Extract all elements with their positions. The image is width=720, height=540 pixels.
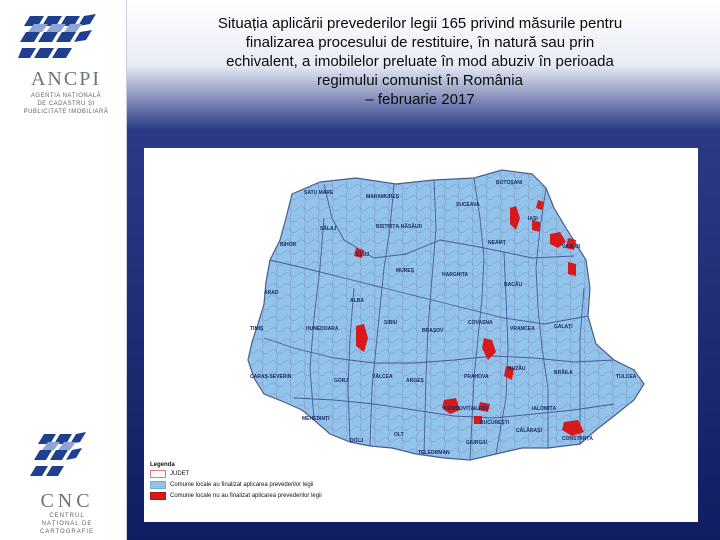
county-label: CĂLĂRAȘI <box>516 427 542 434</box>
unfinalized-area <box>568 262 576 276</box>
unfinalized-area <box>478 402 490 412</box>
legend-label: Comunie locale nu au finalizat aplicarea… <box>170 493 322 499</box>
county-label: OLT <box>394 432 404 438</box>
title-line: – februarie 2017 <box>365 91 475 108</box>
legend-item: Comunie locale nu au finalizat aplicarea… <box>150 491 350 501</box>
legend-item: Comunie locale au finalizat aplicarea pr… <box>150 480 350 490</box>
unfinalized-area <box>482 338 496 360</box>
unfinalized-area <box>532 220 540 232</box>
county-label: DOLJ <box>350 438 364 444</box>
county-label: NEAMȚ <box>488 240 506 246</box>
cnc-subtitle-line: CARTOGRAFIE <box>39 529 95 535</box>
county-label: COVASNA <box>468 320 493 326</box>
county-label: SATU MARE <box>304 190 334 196</box>
page-title: Situația aplicării prevederilor legii 16… <box>150 14 690 109</box>
unfinalized-area <box>354 248 364 258</box>
unfinalized-area <box>474 416 482 424</box>
county-labels: SATU MARE MARAMUREȘ SUCEAVA BOTOȘANI SĂL… <box>250 180 637 456</box>
unfinalized-area <box>510 206 520 230</box>
legend-label: JUDET <box>170 471 190 477</box>
title-line: regimului comunist în România <box>317 72 523 89</box>
romania-map: SATU MARE MARAMUREȘ SUCEAVA BOTOȘANI SĂL… <box>247 169 645 461</box>
cnc-logo-icon <box>30 432 86 476</box>
county-label: BRĂILA <box>554 369 573 376</box>
county-label: GALAȚI <box>554 324 573 330</box>
county-label: BOTOȘANI <box>496 180 523 186</box>
cnc-subtitle: CENTRUL NAȚIONAL DE CARTOGRAFIE <box>18 512 116 536</box>
unfinalized-area <box>504 366 514 380</box>
cnc-subtitle-line: NAȚIONAL DE <box>41 521 93 527</box>
title-line: Situația aplicării prevederilor legii 16… <box>217 15 623 32</box>
county-label: GIURGIU <box>466 440 488 446</box>
county-label: MUREȘ <box>396 268 415 274</box>
legend-swatch-county <box>150 470 166 478</box>
ancpi-name: ANCPI <box>30 68 101 90</box>
ancpi-subtitle-line: PUBLICITATE IMOBILIARĂ <box>23 109 109 115</box>
legend-swatch-finalized <box>150 481 166 489</box>
county-label: VRANCEA <box>510 326 535 332</box>
ancpi-logo-icon <box>18 14 96 58</box>
legend-item: JUDET <box>150 469 350 479</box>
county-label: ARGEȘ <box>406 378 424 384</box>
county-borders <box>263 177 615 461</box>
county-label: CONSTANȚA <box>562 436 593 442</box>
title-line: finalizarea procesului de restituire, în… <box>245 34 595 51</box>
map-frame: SATU MARE MARAMUREȘ SUCEAVA BOTOȘANI SĂL… <box>144 148 698 522</box>
legend-title: Legenda <box>150 462 175 468</box>
unfinalized-area <box>356 324 368 352</box>
county-label: ILFOV <box>474 406 489 412</box>
unfinalized-area <box>566 238 576 250</box>
cnc-name: CNC <box>40 490 94 512</box>
title-line: echivalent, a imobilelor preluate în mod… <box>226 53 614 70</box>
unfinalized-communes <box>354 200 584 436</box>
county-label: SIBIU <box>384 320 398 326</box>
county-label: BISTRIȚA-NĂSĂUD <box>376 223 422 230</box>
county-label: IAȘI <box>528 216 538 222</box>
county-label: PRAHOVA <box>464 374 489 380</box>
map-legend: Legenda JUDET Comunie locale au finaliza… <box>150 462 350 517</box>
county-label: BACĂU <box>504 281 522 288</box>
county-label: DÂMBOVIȚA <box>444 405 475 412</box>
county-label: CARAȘ-SEVERIN <box>250 374 292 380</box>
county-label: BUCUREȘTI <box>480 420 510 426</box>
county-label: IALOMIȚA <box>532 406 557 412</box>
county-label: GORJ <box>334 378 348 384</box>
county-label: BUZĂU <box>508 365 526 372</box>
unfinalized-area <box>562 420 584 436</box>
county-label: VÂLCEA <box>372 373 393 380</box>
unfinalized-area <box>536 200 544 210</box>
county-label: BRAȘOV <box>422 328 444 334</box>
legend-swatch-not-finalized <box>150 492 166 500</box>
county-label: SĂLAJ <box>320 225 337 232</box>
ancpi-subtitle-line: DE CADASTRU ȘI <box>37 101 95 107</box>
legend-label: Comunie locale au finalizat aplicarea pr… <box>170 482 314 488</box>
county-label: HARGHITA <box>442 272 468 278</box>
cnc-subtitle-line: CENTRUL <box>49 513 85 519</box>
ancpi-subtitle: AGENȚIA NAȚIONALĂ DE CADASTRU ȘI PUBLICI… <box>14 92 118 116</box>
county-label: MARAMUREȘ <box>366 194 400 200</box>
county-label: VASLUI <box>562 244 581 250</box>
unfinalized-area <box>442 398 460 414</box>
county-label: ALBA <box>350 298 364 304</box>
county-label: TELEORMAN <box>418 450 450 456</box>
county-label: MEHEDINȚI <box>302 416 330 422</box>
county-label: HUNEDOARA <box>306 326 339 332</box>
county-label: BIHOR <box>280 242 297 248</box>
sidebar: ANCPI AGENȚIA NAȚIONALĂ DE CADASTRU ȘI P… <box>0 0 127 540</box>
unfinalized-area <box>550 232 566 248</box>
ancpi-subtitle-line: AGENȚIA NAȚIONALĂ <box>30 93 102 99</box>
county-label: SUCEAVA <box>456 202 480 208</box>
county-label: TIMIȘ <box>250 326 264 332</box>
county-label: CLUJ <box>356 252 369 258</box>
county-label: ARAD <box>264 290 279 296</box>
county-label: TULCEA <box>616 374 637 380</box>
